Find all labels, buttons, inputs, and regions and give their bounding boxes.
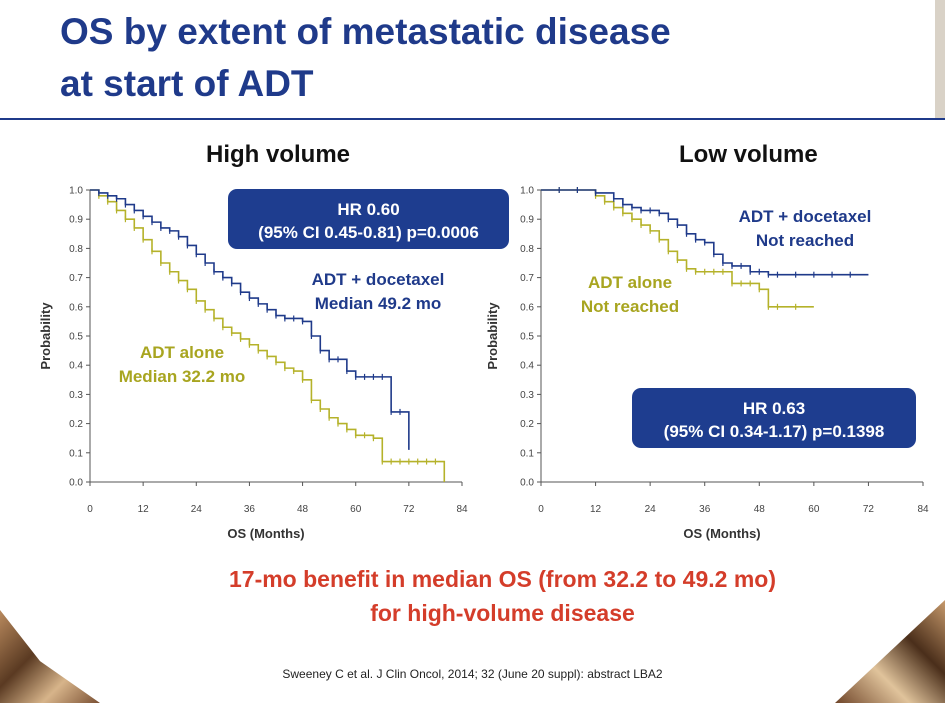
series-label-line1: ADT + docetaxel bbox=[738, 207, 872, 226]
hv-y-tick-label: 0.9 bbox=[69, 215, 83, 226]
hv-x-tick-label: 60 bbox=[350, 504, 362, 515]
hv-y-tick-label: 0.6 bbox=[69, 302, 83, 313]
hv-y-tick-label: 1.0 bbox=[69, 186, 83, 197]
hr-box-line2: (95% CI 0.34-1.17) p=0.1398 bbox=[663, 422, 885, 441]
series-label-line2: Median 49.2 mo bbox=[314, 294, 442, 313]
high-volume-title: High volume bbox=[206, 141, 351, 168]
lv-y-tick-label: 0.7 bbox=[520, 273, 534, 284]
series-label-line2: Not reached bbox=[580, 297, 680, 316]
hv-x-tick-label: 36 bbox=[244, 504, 256, 515]
lv-y-tick-label: 0.3 bbox=[520, 390, 534, 401]
hv-y-tick-label: 0.7 bbox=[69, 273, 83, 284]
lv-adt-label: ADT alone Not reached bbox=[560, 271, 700, 319]
high-volume-hr-box: HR 0.60 (95% CI 0.45-0.81) p=0.0006 bbox=[228, 189, 509, 249]
hv-y-axis-title: Probability bbox=[38, 302, 53, 370]
hr-box-line1: HR 0.63 bbox=[742, 399, 806, 418]
lv-x-tick-label: 84 bbox=[917, 504, 929, 515]
lv-y-tick-label: 0.2 bbox=[520, 419, 534, 430]
slide-title-line1: OS by extent of metastatic disease bbox=[60, 11, 671, 52]
hv-y-tick-label: 0.4 bbox=[69, 361, 83, 372]
lv-x-tick-label: 72 bbox=[863, 504, 875, 515]
hv-y-tick-label: 0.1 bbox=[69, 448, 83, 459]
hr-box-line1: HR 0.60 bbox=[337, 200, 400, 219]
hv-x-tick-label: 0 bbox=[87, 504, 93, 515]
hv-x-tick-label: 84 bbox=[456, 504, 468, 515]
title-divider bbox=[0, 118, 945, 120]
hv-series-line-ADT + docetaxel bbox=[90, 189, 410, 450]
hv-series-line-ADT alone bbox=[90, 189, 446, 482]
lv-docetaxel-label: ADT + docetaxel Not reached bbox=[725, 205, 885, 253]
lv-x-tick-label: 0 bbox=[538, 504, 544, 515]
lv-x-tick-label: 60 bbox=[808, 504, 820, 515]
hr-box-line2: (95% CI 0.45-0.81) p=0.0006 bbox=[258, 223, 479, 242]
hv-adt-label: ADT alone Median 32.2 mo bbox=[102, 341, 262, 389]
lv-y-tick-label: 0.4 bbox=[520, 361, 534, 372]
lv-y-tick-label: 0.9 bbox=[520, 215, 534, 226]
lv-y-tick-label: 0.0 bbox=[520, 478, 534, 489]
low-volume-hr-box: HR 0.63 (95% CI 0.34-1.17) p=0.1398 bbox=[632, 388, 916, 448]
series-label-line1: ADT alone bbox=[587, 273, 673, 292]
hv-x-tick-label: 12 bbox=[138, 504, 150, 515]
hv-x-tick-label: 72 bbox=[403, 504, 415, 515]
series-label-line2: Median 32.2 mo bbox=[118, 367, 246, 386]
lv-y-tick-label: 0.6 bbox=[520, 302, 534, 313]
slide-title: OS by extent of metastatic disease at st… bbox=[60, 6, 920, 110]
hv-y-tick-label: 0.0 bbox=[69, 478, 83, 489]
hv-y-tick-label: 0.8 bbox=[69, 244, 83, 255]
lv-y-tick-label: 0.1 bbox=[520, 448, 534, 459]
lv-x-tick-label: 24 bbox=[645, 504, 657, 515]
key-takeaway: 17-mo benefit in median OS (from 32.2 to… bbox=[0, 562, 945, 630]
series-label-line1: ADT + docetaxel bbox=[311, 270, 445, 289]
lv-series-line-ADT + docetaxel bbox=[541, 189, 869, 276]
lv-y-tick-label: 0.5 bbox=[520, 332, 534, 343]
slide-title-line2: at start of ADT bbox=[60, 63, 314, 104]
hv-x-tick-label: 24 bbox=[191, 504, 203, 515]
hv-docetaxel-label: ADT + docetaxel Median 49.2 mo bbox=[298, 268, 458, 316]
hv-x-axis-title: OS (Months) bbox=[227, 526, 304, 541]
lv-x-tick-label: 36 bbox=[699, 504, 711, 515]
lv-x-axis-title: OS (Months) bbox=[683, 526, 760, 541]
hv-x-tick-label: 48 bbox=[297, 504, 309, 515]
citation: Sweeney C et al. J Clin Oncol, 2014; 32 … bbox=[282, 667, 663, 681]
takeaway-line2: for high-volume disease bbox=[370, 600, 635, 626]
lv-x-tick-label: 48 bbox=[754, 504, 766, 515]
hv-y-tick-label: 0.3 bbox=[69, 390, 83, 401]
lv-y-tick-label: 0.8 bbox=[520, 244, 534, 255]
lv-y-tick-label: 1.0 bbox=[520, 186, 534, 197]
hv-y-tick-label: 0.2 bbox=[69, 419, 83, 430]
low-volume-title: Low volume bbox=[679, 141, 818, 168]
hv-y-tick-label: 0.5 bbox=[69, 332, 83, 343]
series-label-line1: ADT alone bbox=[139, 343, 225, 362]
series-label-line2: Not reached bbox=[755, 231, 855, 250]
right-edge-band bbox=[935, 0, 945, 118]
lv-y-axis-title: Probability bbox=[485, 302, 500, 370]
lv-x-tick-label: 12 bbox=[590, 504, 602, 515]
takeaway-line1: 17-mo benefit in median OS (from 32.2 to… bbox=[228, 566, 776, 592]
